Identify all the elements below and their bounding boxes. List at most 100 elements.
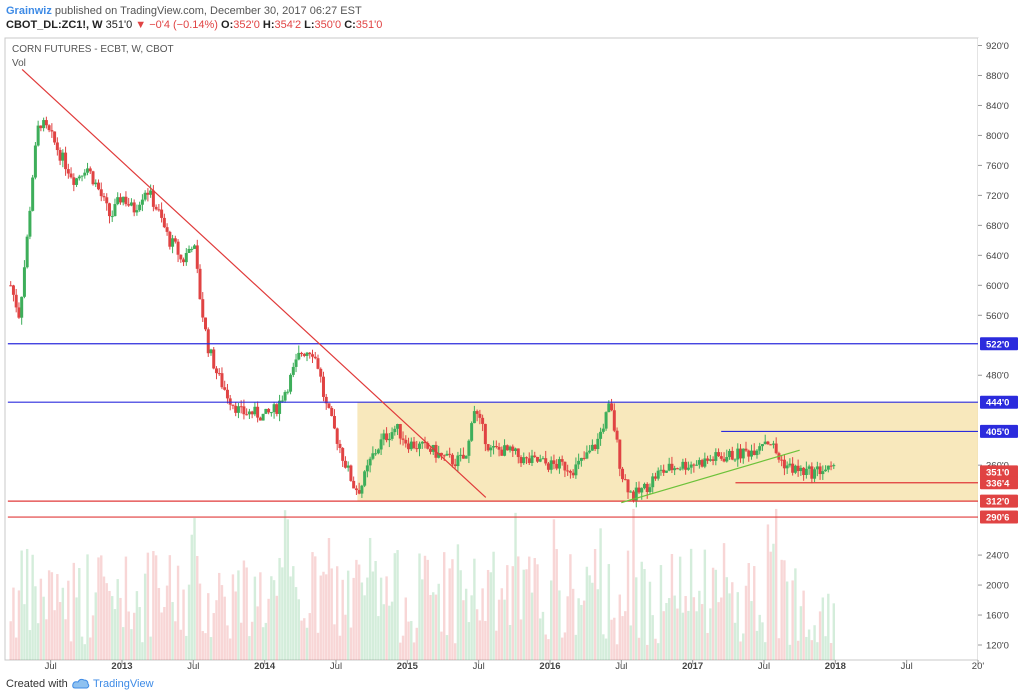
volume-bar <box>421 579 424 660</box>
volume-bar <box>580 604 583 660</box>
candle-body <box>368 458 372 466</box>
candle-body <box>363 471 367 486</box>
y-tick-label: 120'0 <box>986 641 1009 652</box>
candle-body <box>648 487 652 493</box>
candle-body <box>706 458 710 461</box>
volume-bar <box>165 585 169 660</box>
volume-bar <box>152 551 155 660</box>
candle-body <box>55 142 59 151</box>
candle-body <box>640 488 644 493</box>
volume-bar <box>196 556 199 660</box>
candle-body <box>632 491 636 501</box>
candle-body <box>69 173 73 178</box>
volume-bar <box>742 633 745 660</box>
volume-bar <box>182 589 185 660</box>
volume-bar <box>149 636 152 660</box>
candle-body <box>138 204 142 211</box>
volume-bar <box>163 606 166 660</box>
volume-bar <box>432 592 435 660</box>
volume-bar <box>176 565 180 660</box>
candle-body <box>522 457 526 464</box>
volume-bar <box>530 592 534 660</box>
candle-body <box>341 448 345 461</box>
candle-body <box>77 176 81 179</box>
candle-body <box>588 450 592 453</box>
volume-bar <box>256 606 259 660</box>
volume-bar <box>506 565 509 660</box>
volume-bar <box>739 641 742 660</box>
volume-bar <box>141 642 144 660</box>
candle-body <box>308 352 312 355</box>
volume-bar <box>684 595 687 660</box>
volume-bar <box>637 637 641 660</box>
volume-bar <box>755 630 759 660</box>
candle-body <box>749 450 753 457</box>
volume-bar <box>448 568 451 660</box>
volume-bar <box>610 619 613 660</box>
volume-bar <box>185 635 188 660</box>
candle-body <box>519 457 523 464</box>
volume-bar <box>772 543 775 660</box>
candle-body <box>132 202 136 213</box>
price-label-badge <box>980 476 1018 490</box>
volume-bar <box>547 639 550 660</box>
volume-bar <box>613 617 616 660</box>
candle-body <box>182 259 186 263</box>
candle-body <box>31 177 35 211</box>
candle-body <box>461 454 465 459</box>
candle-body <box>423 441 427 444</box>
price-label-badge <box>980 337 1018 351</box>
candle-body <box>824 469 828 472</box>
volume-bar <box>753 566 756 660</box>
candle-body <box>234 405 238 413</box>
tradingview-brand[interactable]: TradingView <box>93 678 154 690</box>
candle-body <box>708 459 712 461</box>
volume-bar <box>396 550 399 660</box>
candle-body <box>755 450 759 456</box>
volume-bar <box>700 604 704 660</box>
candle-body <box>409 441 413 450</box>
candle-body <box>396 424 400 429</box>
volume-bar <box>108 590 111 660</box>
author-link[interactable]: Grainwiz <box>6 5 52 17</box>
candle-body <box>291 366 295 375</box>
volume-bar <box>635 577 638 660</box>
candle-body <box>793 465 797 473</box>
volume-bar <box>61 587 65 660</box>
volume-bar <box>722 543 726 660</box>
volume-bar <box>522 569 525 660</box>
candle-body <box>352 480 356 489</box>
candle-body <box>651 476 655 488</box>
candle-body <box>42 120 46 129</box>
trendline <box>21 69 487 498</box>
candle-body <box>343 460 347 468</box>
volume-bar <box>388 605 391 660</box>
volume-bar <box>78 567 81 660</box>
candle-body <box>86 168 90 173</box>
candle-body <box>72 177 76 185</box>
price-label-text: 444'0 <box>986 398 1009 409</box>
volume-bar <box>670 554 674 660</box>
volume-bar <box>657 643 660 660</box>
price-chart[interactable]: 920'0 880'0 840'0 800'0 760'0 720'0 680'0 640'0… <box>0 36 1024 672</box>
volume-bar <box>374 561 377 660</box>
volume-bar <box>39 578 43 660</box>
chart-area[interactable]: 920'0 880'0 840'0 800'0 760'0 720'0 680'0 640'0… <box>0 36 1024 677</box>
created-with-text: Created with <box>6 678 68 690</box>
candle-body <box>195 245 199 269</box>
volume-bar <box>541 611 545 660</box>
candle-body <box>321 376 325 397</box>
candle-body <box>302 353 306 356</box>
symbol-name[interactable]: CBOT_DL:ZC1!, W <box>6 19 103 31</box>
volume-bar <box>127 611 130 660</box>
volume-bar <box>821 597 825 660</box>
volume-bar <box>624 611 627 660</box>
volume-bar <box>9 621 12 660</box>
candle-body <box>511 446 515 452</box>
candle-body <box>20 296 24 318</box>
volume-bar <box>69 641 73 660</box>
candle-body <box>173 238 177 242</box>
candle-body <box>91 171 95 185</box>
volume-bar <box>102 576 106 660</box>
candle-body <box>736 448 740 460</box>
